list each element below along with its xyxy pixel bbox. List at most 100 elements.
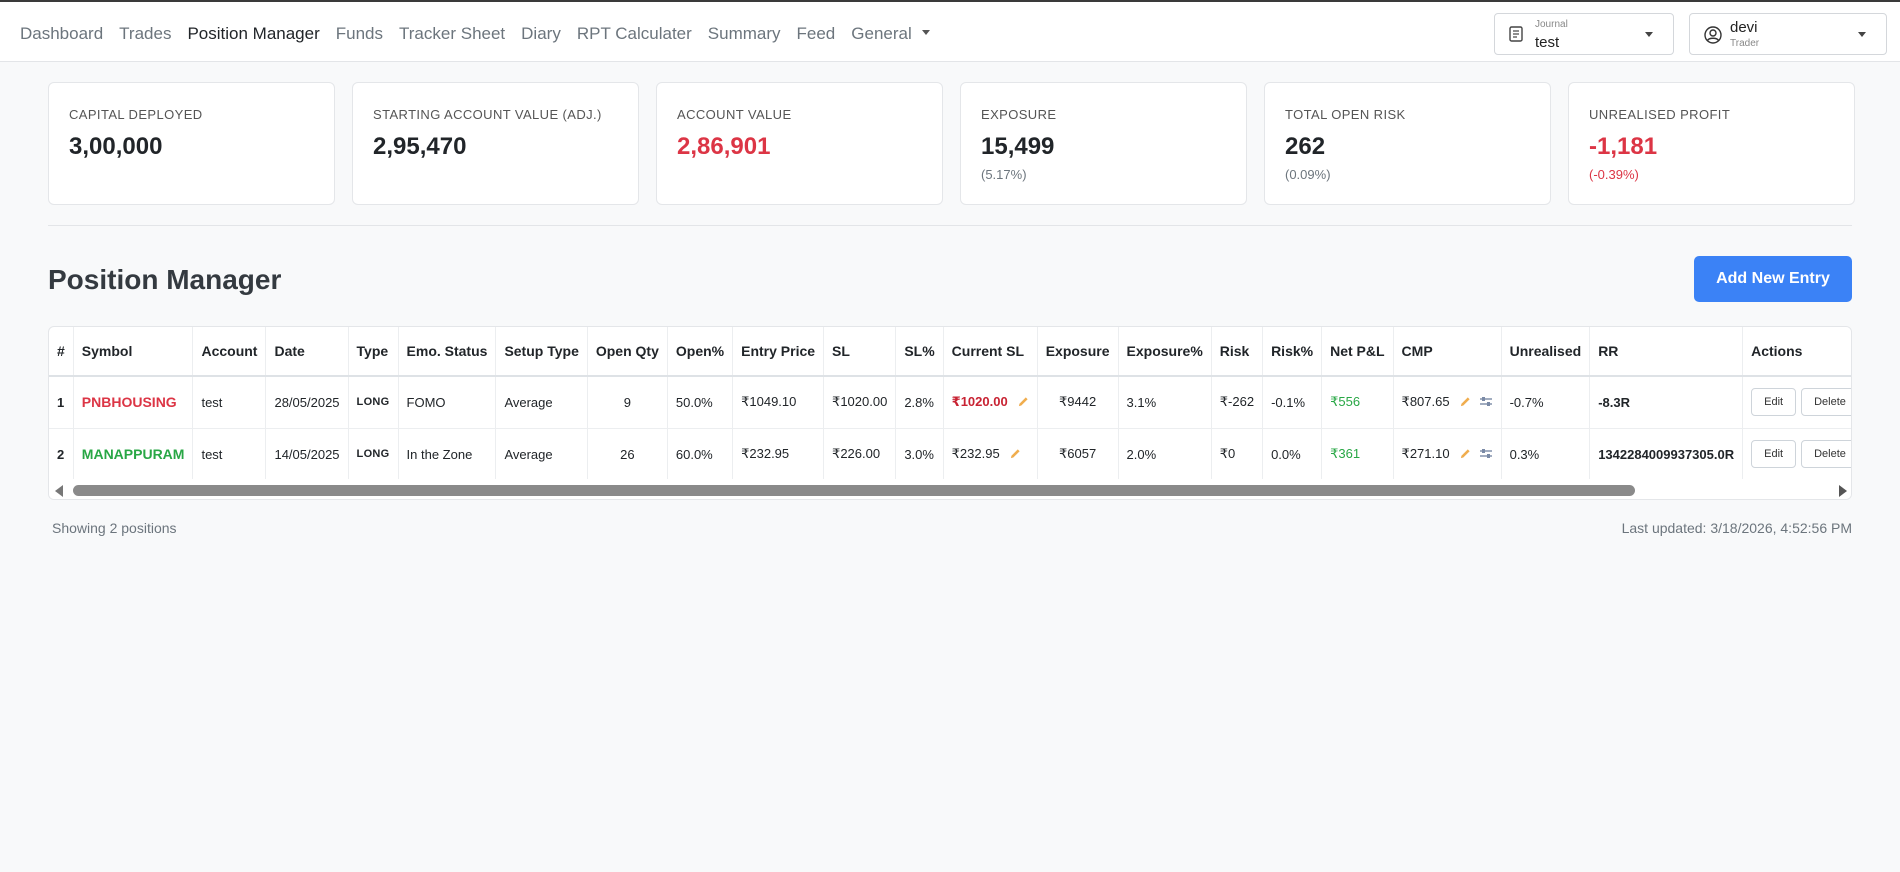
user-name: devi xyxy=(1730,19,1758,36)
pencil-icon[interactable] xyxy=(1010,448,1021,459)
net-pl-cell: ₹361 xyxy=(1321,428,1394,481)
top-navbar: Dashboard Trades Position Manager Funds … xyxy=(0,0,1900,62)
open-pct-cell: 60.0% xyxy=(667,428,734,481)
col-header[interactable]: # xyxy=(49,327,74,377)
symbol-cell: PNBHOUSING xyxy=(73,376,194,429)
setup-type-cell: Average xyxy=(495,376,588,429)
sl-pct-cell: 3.0% xyxy=(895,428,944,481)
card-label: CAPITAL DEPLOYED xyxy=(69,107,203,122)
card-label: ACCOUNT VALUE xyxy=(677,107,792,122)
nav-position-manager[interactable]: Position Manager xyxy=(187,24,320,43)
current-sl-cell: ₹1020.00 xyxy=(943,376,1038,429)
edit-button[interactable]: Edit xyxy=(1751,388,1797,417)
nav-tracker-sheet[interactable]: Tracker Sheet xyxy=(399,24,506,43)
col-header[interactable]: Date xyxy=(265,327,349,377)
col-header[interactable]: Symbol xyxy=(73,327,194,377)
col-header[interactable]: Type xyxy=(348,327,399,377)
table-row: 1 PNBHOUSING test 28/05/2025 LONG FOMO A… xyxy=(49,376,1851,429)
positions-table-container[interactable]: # Symbol Account Date Type Emo. Status S… xyxy=(48,326,1852,500)
emo-status-cell: FOMO xyxy=(398,376,497,429)
account-cell: test xyxy=(192,376,267,429)
table-row: 2 MANAPPURAM test 14/05/2025 LONG In the… xyxy=(49,428,1851,481)
account-cell: test xyxy=(192,428,267,481)
col-header[interactable]: Account xyxy=(192,327,267,377)
delete-button[interactable]: Delete xyxy=(1801,440,1851,468)
card-value: 2,95,470 xyxy=(373,133,467,160)
nav-dashboard[interactable]: Dashboard xyxy=(20,24,104,43)
sl-pct-cell: 2.8% xyxy=(895,376,944,429)
nav-diary[interactable]: Diary xyxy=(521,24,561,43)
col-header[interactable]: Risk xyxy=(1211,327,1264,377)
card-subvalue: (5.17%) xyxy=(981,167,1027,182)
open-qty-cell: 9 xyxy=(587,376,668,429)
date-cell: 28/05/2025 xyxy=(265,376,349,429)
table-header-row: # Symbol Account Date Type Emo. Status S… xyxy=(49,327,1851,377)
col-header[interactable]: Emo. Status xyxy=(398,327,497,377)
entry-price-cell: ₹1049.10 xyxy=(732,376,825,429)
summary-cards: CAPITAL DEPLOYED 3,00,000 STARTING ACCOU… xyxy=(48,82,1855,205)
journal-icon xyxy=(1509,26,1523,42)
col-header[interactable]: Unrealised xyxy=(1501,327,1591,377)
card-value: -1,181 xyxy=(1589,133,1658,160)
card-exposure: EXPOSURE 15,499 (5.17%) xyxy=(960,82,1247,205)
card-value: 262 xyxy=(1285,133,1326,160)
horizontal-scrollbar[interactable] xyxy=(49,479,1851,499)
edit-button[interactable]: Edit xyxy=(1751,440,1797,468)
journal-select[interactable]: Journal test xyxy=(1494,13,1674,55)
col-header[interactable]: Net P&L xyxy=(1321,327,1394,377)
row-number: 2 xyxy=(49,428,74,481)
col-header[interactable]: SL% xyxy=(895,327,944,377)
nav-funds[interactable]: Funds xyxy=(335,24,384,43)
section-divider xyxy=(48,225,1852,226)
col-header[interactable]: Current SL xyxy=(943,327,1038,377)
col-header[interactable]: CMP xyxy=(1393,327,1502,377)
sl-cell: ₹226.00 xyxy=(823,428,897,481)
card-subvalue: (0.09%) xyxy=(1285,167,1331,182)
card-subvalue: (-0.39%) xyxy=(1589,167,1639,182)
main-nav: Dashboard Trades Position Manager Funds … xyxy=(20,22,946,46)
current-sl-value: ₹1020.00 xyxy=(951,394,1008,410)
col-header[interactable]: Exposure xyxy=(1037,327,1119,377)
col-header[interactable]: Actions xyxy=(1742,327,1851,377)
chevron-down-icon xyxy=(1645,32,1653,37)
card-label: UNREALISED PROFIT xyxy=(1589,107,1731,122)
last-updated: Last updated: 3/18/2026, 4:52:56 PM xyxy=(1621,520,1852,536)
delete-button[interactable]: Delete xyxy=(1801,388,1851,417)
col-header[interactable]: Open Qty xyxy=(587,327,668,377)
col-header[interactable]: Open% xyxy=(667,327,734,377)
type-cell: LONG xyxy=(348,376,399,429)
cmp-value: ₹807.65 xyxy=(1401,394,1450,410)
col-header[interactable]: Exposure% xyxy=(1118,327,1212,377)
add-new-entry-button[interactable]: Add New Entry xyxy=(1694,256,1852,302)
exposure-pct-cell: 3.1% xyxy=(1118,376,1212,429)
pencil-icon[interactable] xyxy=(1460,396,1471,407)
journal-value: test xyxy=(1535,34,1560,51)
user-role: Trader xyxy=(1730,38,1760,49)
card-label: STARTING ACCOUNT VALUE (ADJ.) xyxy=(373,107,602,122)
user-menu[interactable]: devi Trader xyxy=(1689,13,1887,55)
col-header[interactable]: Setup Type xyxy=(495,327,588,377)
nav-summary[interactable]: Summary xyxy=(707,24,781,43)
col-header[interactable]: SL xyxy=(823,327,897,377)
pencil-icon[interactable] xyxy=(1460,448,1471,459)
scroll-left-icon[interactable] xyxy=(55,485,63,497)
sliders-icon[interactable] xyxy=(1479,448,1493,460)
risk-pct-cell: 0.0% xyxy=(1262,428,1323,481)
card-total-open-risk: TOTAL OPEN RISK 262 (0.09%) xyxy=(1264,82,1551,205)
positions-table: # Symbol Account Date Type Emo. Status S… xyxy=(49,327,1851,481)
risk-cell: ₹0 xyxy=(1211,428,1264,481)
col-header[interactable]: RR xyxy=(1589,327,1744,377)
scroll-right-icon[interactable] xyxy=(1839,485,1847,497)
exposure-cell: ₹9442 xyxy=(1037,376,1119,429)
nav-rpt-calculater[interactable]: RPT Calculater xyxy=(576,24,692,43)
pencil-icon[interactable] xyxy=(1018,396,1029,407)
col-header[interactable]: Entry Price xyxy=(732,327,825,377)
col-header[interactable]: Risk% xyxy=(1262,327,1323,377)
row-number: 1 xyxy=(49,376,74,429)
nav-trades[interactable]: Trades xyxy=(119,24,172,43)
sl-cell: ₹1020.00 xyxy=(823,376,897,429)
sliders-icon[interactable] xyxy=(1479,396,1493,408)
nav-feed[interactable]: Feed xyxy=(796,24,836,43)
nav-general-dropdown[interactable]: General xyxy=(851,22,930,46)
scrollbar-thumb[interactable] xyxy=(73,485,1635,496)
